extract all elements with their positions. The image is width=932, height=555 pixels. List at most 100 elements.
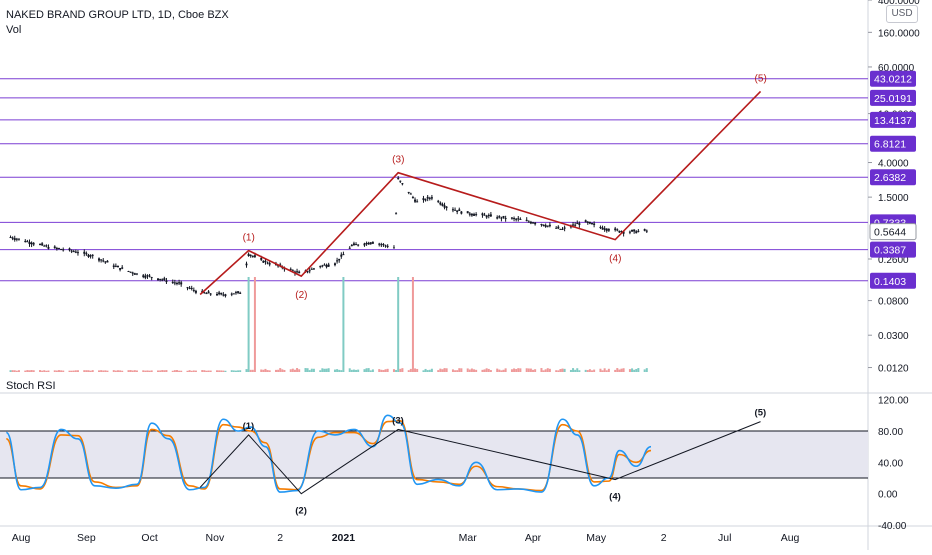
time-axis-tick-label: 2 [277, 532, 283, 544]
volume-bar [517, 368, 520, 372]
volume-bar [363, 369, 366, 372]
time-axis-tick-label: Apr [525, 532, 542, 544]
level-badge-label: 25.0191 [874, 93, 912, 105]
candle-body [363, 243, 366, 246]
time-axis-tick-label: 2021 [332, 532, 356, 544]
volume-bar [631, 368, 634, 372]
candle-body [57, 248, 60, 250]
candle-body [338, 258, 341, 261]
candle-body [620, 231, 623, 233]
volume-bar [112, 370, 115, 372]
volume-bar [496, 368, 499, 372]
candle-body [186, 287, 189, 289]
volume-bar [87, 370, 90, 372]
candle-body [414, 199, 417, 202]
candle-body [517, 218, 520, 220]
volume-bar [266, 370, 269, 372]
candle-body [643, 229, 646, 231]
volume-bar [599, 368, 602, 372]
volume-bar [428, 369, 431, 372]
volume-bar [468, 369, 471, 372]
volume-bar [336, 369, 339, 372]
volume-bar [542, 370, 545, 372]
candle-body [525, 219, 528, 222]
candle-body [104, 261, 107, 263]
time-axis-tick-label: Aug [12, 532, 31, 544]
volume-bar [574, 369, 577, 372]
candle-body [424, 199, 427, 201]
volume-bar [323, 368, 326, 372]
candle-body [43, 245, 46, 247]
candle-body [190, 287, 193, 290]
currency-button[interactable]: USD [886, 5, 918, 23]
candle-body [205, 293, 208, 295]
candle-body [291, 270, 294, 272]
candle-body [637, 230, 640, 232]
volume-bar [380, 369, 383, 372]
candle-body [395, 213, 398, 215]
volume-bar [234, 370, 237, 372]
wave-label-price: (2) [295, 290, 307, 301]
volume-bar [194, 370, 197, 372]
candle-body [628, 231, 631, 233]
candle-body [502, 215, 505, 218]
volume-bar [483, 369, 486, 372]
volume-bar [119, 370, 122, 372]
volume-bar [487, 368, 490, 372]
volume-bar [253, 277, 256, 372]
candle-body [430, 197, 433, 199]
volume-bar [386, 368, 389, 372]
candle-body [159, 278, 162, 280]
candle-body [114, 265, 117, 267]
volume-bar [175, 370, 178, 372]
volume-bar [475, 369, 478, 372]
wave-label-rsi: (2) [295, 506, 307, 517]
candle-body [85, 253, 88, 255]
volume-bar [416, 368, 419, 372]
volume-bar [614, 369, 617, 372]
candle-body [515, 218, 518, 220]
candle-body [157, 278, 160, 281]
candle-body [355, 244, 358, 246]
volume-bar [504, 368, 507, 372]
candle-body [175, 282, 178, 284]
volume-bar [239, 370, 242, 372]
candle-body [399, 180, 402, 182]
volume-bar [304, 368, 307, 372]
volume-bar [500, 370, 503, 372]
candles-group [9, 176, 648, 298]
candle-body [262, 260, 265, 263]
volume-bar [13, 370, 16, 372]
candle-body [266, 262, 269, 264]
volume-bar [407, 370, 410, 372]
volume-bar [618, 369, 621, 372]
candle-body [142, 275, 145, 278]
volume-bar [544, 369, 547, 372]
candle-body [222, 294, 225, 296]
volume-bar [399, 368, 402, 372]
volume-bar [15, 370, 18, 372]
volume-bar [203, 370, 206, 372]
candle-body [411, 197, 414, 199]
candle-body [456, 210, 459, 212]
candle-body [45, 245, 48, 247]
candle-body [441, 203, 444, 206]
volume-bar [209, 370, 212, 372]
volume-bar [146, 370, 149, 372]
volume-bar [127, 370, 130, 372]
volume-bar [350, 369, 353, 372]
candle-body [529, 221, 532, 224]
candle-body [578, 223, 581, 225]
candle-body [599, 226, 602, 228]
candle-body [129, 271, 132, 273]
volume-bar [251, 369, 254, 372]
candle-body [500, 217, 503, 219]
candle-body [30, 242, 33, 245]
volume-bar [458, 368, 461, 372]
candle-body [9, 237, 12, 239]
volume-bar [171, 370, 174, 372]
volume-bar [409, 368, 412, 372]
volume-bar [439, 368, 442, 372]
